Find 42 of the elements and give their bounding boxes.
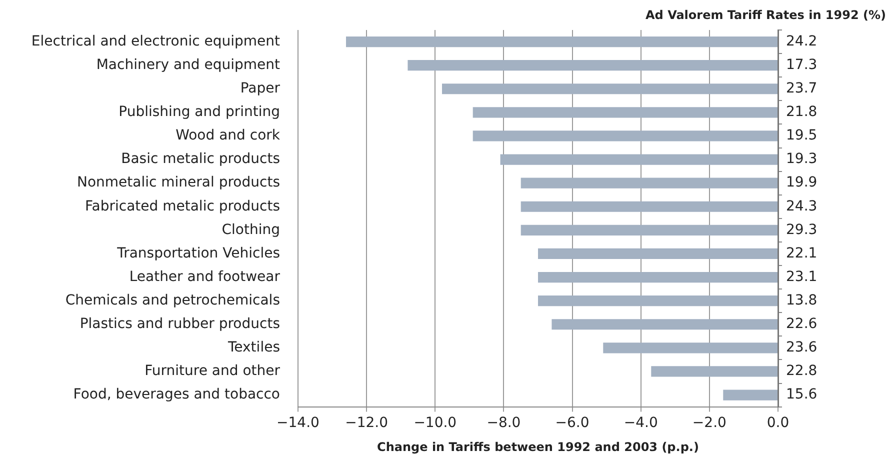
y2-tick-label: 19.3 xyxy=(786,151,818,168)
y2-tick-label: 23.7 xyxy=(786,80,818,97)
y-tick-label: Electrical and electronic equipment xyxy=(31,33,281,50)
y2-tick-label: 22.8 xyxy=(786,363,818,380)
x-tick-label: 0.0 xyxy=(766,414,790,431)
y2-tick-label: 22.1 xyxy=(786,245,818,262)
y2-tick-label: 19.9 xyxy=(786,174,818,191)
y-tick-label: Fabricated metalic products xyxy=(85,198,280,214)
y2-tick-label: 23.6 xyxy=(786,340,818,356)
x-tick-label: −4.0 xyxy=(624,414,658,431)
y2-tick-label: 17.3 xyxy=(786,56,818,73)
y-tick-label: Furniture and other xyxy=(144,363,280,380)
y2-tick-label: 24.3 xyxy=(786,198,818,214)
x-tick-label: −6.0 xyxy=(555,414,590,431)
y2-tick-label: 15.6 xyxy=(786,386,818,403)
x-tick-label: −8.0 xyxy=(486,414,521,431)
y-tick-label: Transportation Vehicles xyxy=(116,245,280,262)
y2-tick-label: 22.6 xyxy=(786,316,818,332)
y2-tick-label: 13.8 xyxy=(786,292,818,308)
x-axis-title: Change in Tariffs between 1992 and 2003 (p.p.) xyxy=(377,440,699,454)
y-tick-label: Paper xyxy=(240,80,280,97)
y-tick-label: Nonmetalic mineral products xyxy=(77,174,280,191)
y2-tick-label: 29.3 xyxy=(786,222,818,238)
y2-tick-label: 23.1 xyxy=(786,268,818,285)
y2-tick-label: 24.2 xyxy=(786,33,818,50)
y-tick-label: Chemicals and petrochemicals xyxy=(65,292,280,308)
y-tick-label: Leather and footwear xyxy=(129,268,280,285)
y-tick-label: Publishing and printing xyxy=(118,104,280,120)
y-tick-label: Clothing xyxy=(222,222,280,238)
x-tick-label: −12.0 xyxy=(345,414,388,431)
y-tick-label: Basic metalic products xyxy=(121,151,280,168)
y2-tick-label: 21.8 xyxy=(786,104,818,120)
y-tick-label: Plastics and rubber products xyxy=(80,316,280,332)
y-tick-label: Machinery and equipment xyxy=(96,56,280,73)
y2-tick-label: 19.5 xyxy=(786,128,818,144)
y-tick-label: Food, beverages and tobacco xyxy=(73,386,280,403)
x-tick-label: −14.0 xyxy=(276,414,320,431)
y-tick-label: Textiles xyxy=(226,340,280,356)
x-tick-label: −10.0 xyxy=(414,414,457,431)
y2-axis-title: Ad Valorem Tariff Rates in 1992 (%) xyxy=(646,8,886,22)
x-tick-label: −2.0 xyxy=(692,414,726,431)
y-tick-label: Wood and cork xyxy=(176,128,281,144)
